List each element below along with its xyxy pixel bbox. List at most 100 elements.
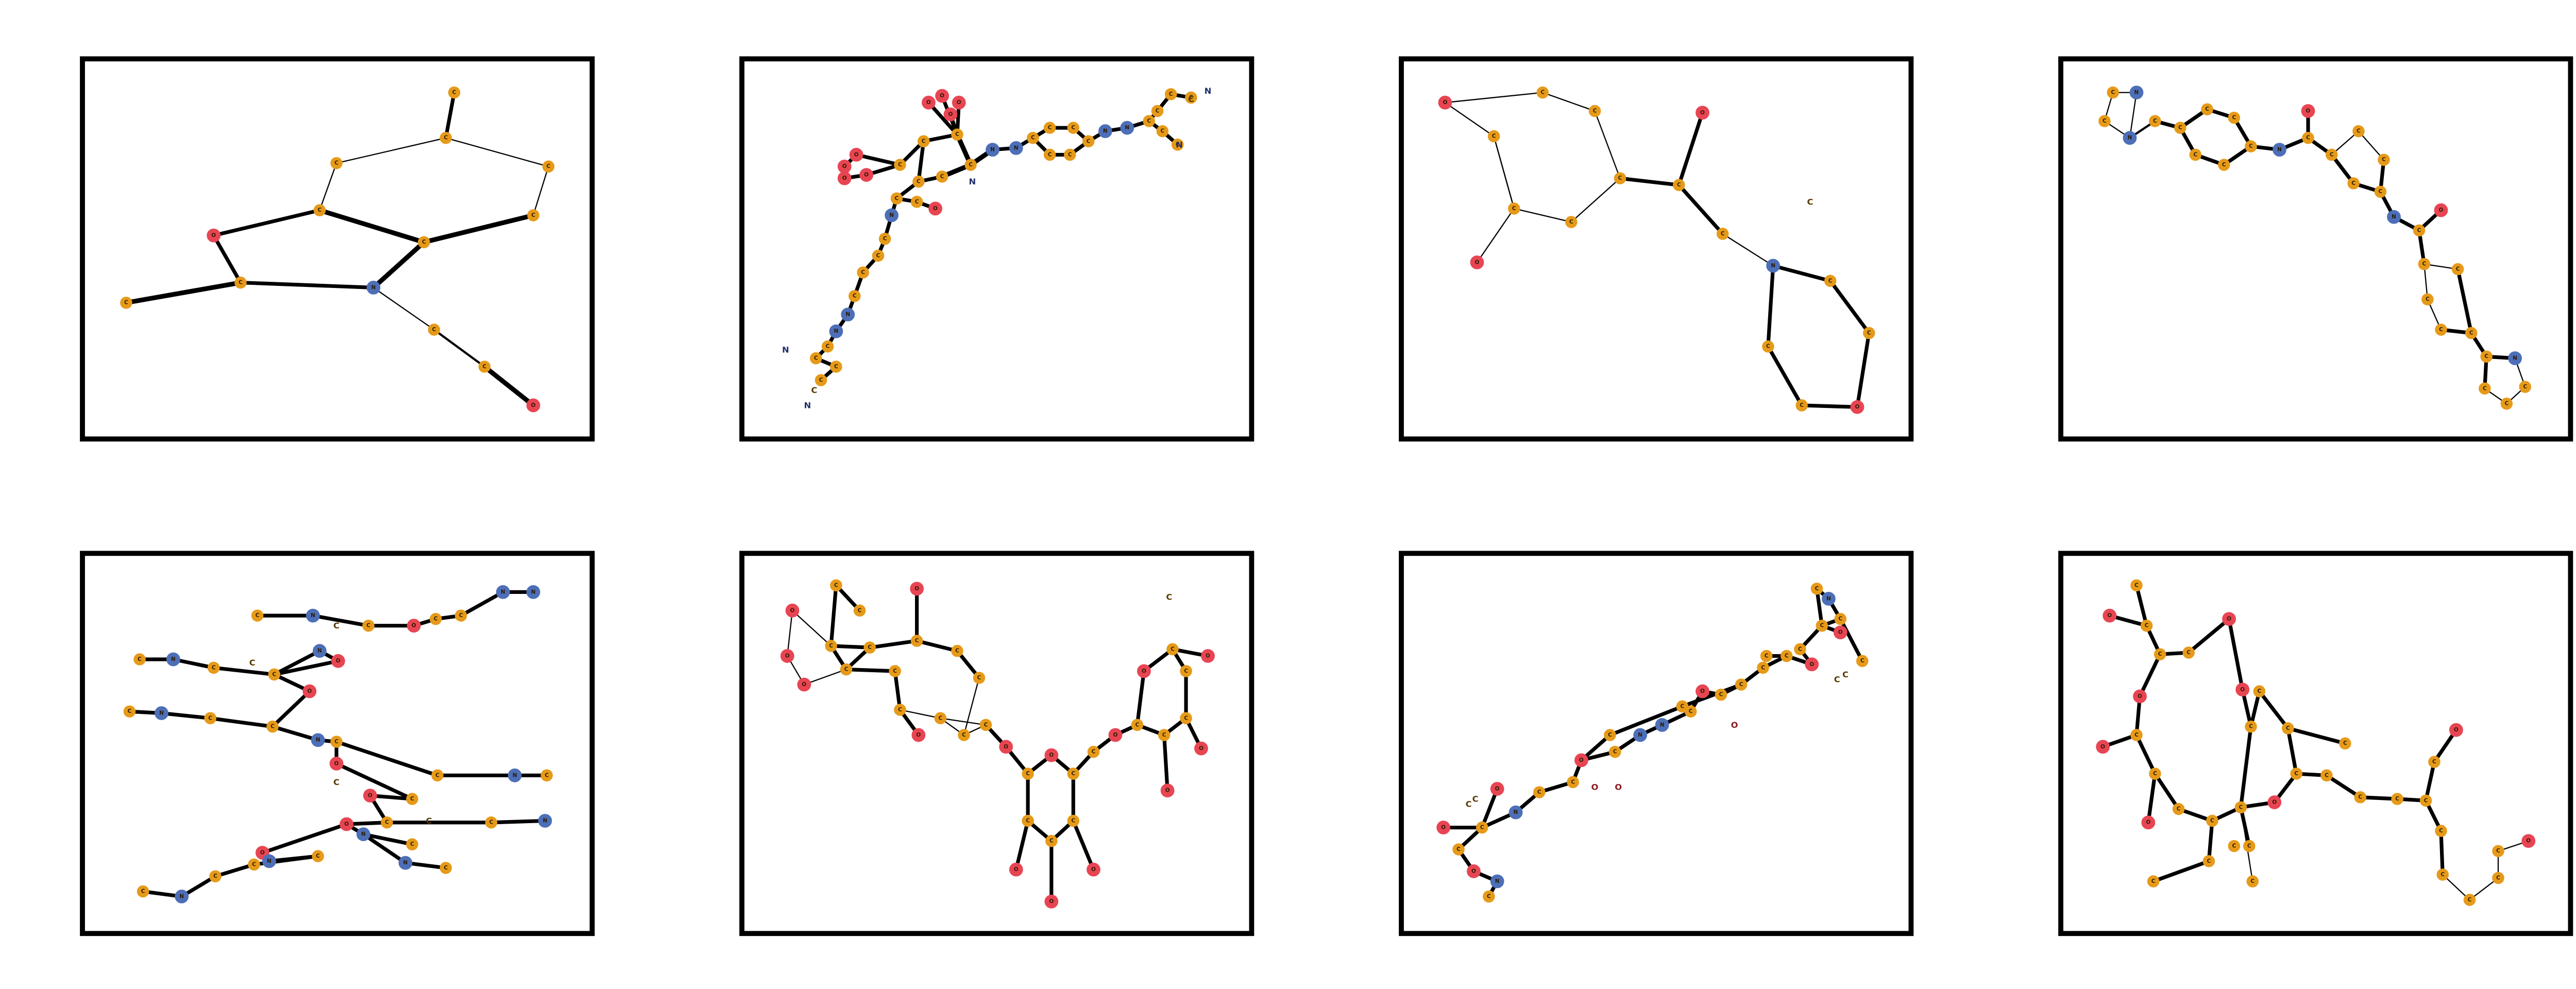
carbon-atom: [542, 160, 555, 173]
oxygen-atom: [910, 582, 924, 596]
panel-frame: [1399, 551, 1914, 936]
atom-symbol: N: [1495, 878, 1500, 884]
bond: [803, 669, 847, 686]
carbon-atom: [951, 128, 963, 141]
nitrogen-atom: [986, 143, 999, 157]
atom-symbol: C: [2343, 740, 2347, 746]
carbon-atom: [1673, 179, 1685, 191]
atom-symbol: N: [311, 612, 315, 619]
atom-symbol: O: [854, 151, 859, 158]
bond: [361, 832, 414, 846]
carbon-atom: [2217, 159, 2230, 171]
atom-symbol: O: [2306, 108, 2311, 114]
nitrogen-atom: [313, 644, 327, 658]
atom-label: C: [811, 385, 817, 395]
carbon-atom: [2374, 185, 2387, 198]
atom-symbol: C: [2239, 804, 2243, 810]
atom-symbol: C: [1480, 825, 1484, 831]
oxygen-atom: [943, 107, 958, 122]
oxygen-atom: [935, 89, 949, 103]
atom-symbol: N: [361, 831, 366, 838]
carbon-atom: [1614, 172, 1626, 184]
bond: [532, 166, 549, 216]
carbon-atom: [439, 862, 452, 874]
carbon-atom: [1082, 135, 1095, 148]
bond: [2239, 725, 2253, 809]
oxygen-atom: [406, 619, 421, 633]
atom-symbol: O: [916, 732, 921, 738]
carbon-atom: [1143, 115, 1155, 127]
bond: [260, 822, 349, 855]
carbon-atom: [2253, 685, 2266, 697]
bond: [421, 213, 536, 245]
oxygen-atom: [859, 168, 874, 182]
atom-symbol: O: [2146, 820, 2150, 826]
carbon-atom: [917, 135, 930, 148]
oxygen-atom: [302, 684, 317, 698]
atom-symbol: C: [1820, 623, 1824, 629]
bond: [2129, 92, 2138, 139]
oxygen-atom: [2096, 740, 2110, 754]
atom-symbol: N: [1014, 145, 1019, 151]
bond: [335, 137, 447, 164]
carbon-atom: [894, 704, 906, 716]
bond: [1677, 111, 1705, 187]
atoms: C O O C C C C C O C C C O C C O C C O C O C O C C O O C C C O C O C C O C O O: [780, 579, 1215, 909]
atom-symbol: C: [2193, 151, 2197, 158]
atom-symbol: C: [128, 708, 132, 714]
panel-1: C C C C C C O C C N C C C O: [80, 56, 595, 442]
bond: [2146, 772, 2157, 825]
carbon-atom: [2354, 791, 2366, 804]
atom-symbol: C: [138, 656, 142, 662]
nitrogen-atom: [2123, 131, 2137, 145]
atom-label: N: [1205, 86, 1212, 96]
carbon-atom: [268, 668, 280, 681]
atom-symbol: C: [1798, 646, 1802, 652]
carbon-atom: [1180, 712, 1192, 725]
carbon-atom: [2189, 148, 2201, 161]
bond: [159, 711, 212, 720]
carbon-atom: [2435, 323, 2447, 336]
nitrogen-atom: [1509, 805, 1523, 820]
carbon-atom: [1565, 216, 1578, 228]
atom-label: C: [426, 816, 432, 826]
panel-6: C O O C C C C C O C C C O C C O C C O C O C O C C O O C C C O C O C C O C O O C: [739, 551, 1255, 936]
atom-symbol: O: [914, 586, 919, 592]
atom-symbol: N: [1514, 809, 1518, 815]
bond: [1618, 176, 1681, 187]
molecule-3: C O C O C C C C C C O N C C C C O C: [1438, 86, 1875, 414]
carbon-atom: [1604, 729, 1616, 741]
carbon-atom: [1131, 719, 1144, 731]
atom-symbol: O: [1165, 788, 1170, 794]
atom-symbol: O: [785, 653, 790, 659]
bond: [2286, 726, 2347, 745]
oxygen-atom: [2103, 608, 2117, 623]
carbon-atom: [825, 640, 837, 652]
atom-symbol: C: [545, 772, 549, 778]
atom-symbol: C: [2177, 806, 2181, 812]
bond: [361, 832, 408, 865]
carbon-atom: [1810, 583, 1823, 595]
atom-symbol: C: [814, 355, 818, 362]
atom-symbol: C: [2424, 797, 2428, 804]
bond: [1766, 264, 1775, 349]
atom-symbol: C: [1721, 231, 1725, 237]
atom-symbol: C: [2250, 878, 2255, 884]
bond: [899, 709, 941, 719]
atom-symbol: C: [1838, 616, 1842, 622]
carbon-atom: [863, 641, 876, 654]
carbon-atom: [123, 705, 136, 718]
carbon-atom: [910, 196, 923, 208]
atom-symbol: C: [1071, 817, 1075, 824]
carbon-atom: [251, 609, 264, 622]
carbon-atom: [1567, 776, 1579, 789]
atom-symbol: C: [1031, 135, 1035, 141]
atom-symbol: C: [1087, 138, 1091, 144]
atom-symbol: N: [1660, 722, 1665, 728]
atom-symbol: C: [1068, 151, 1072, 158]
oxygen-atom: [1044, 894, 1059, 909]
atom-symbol: C: [434, 616, 438, 622]
atom-symbol: C: [2178, 125, 2182, 131]
